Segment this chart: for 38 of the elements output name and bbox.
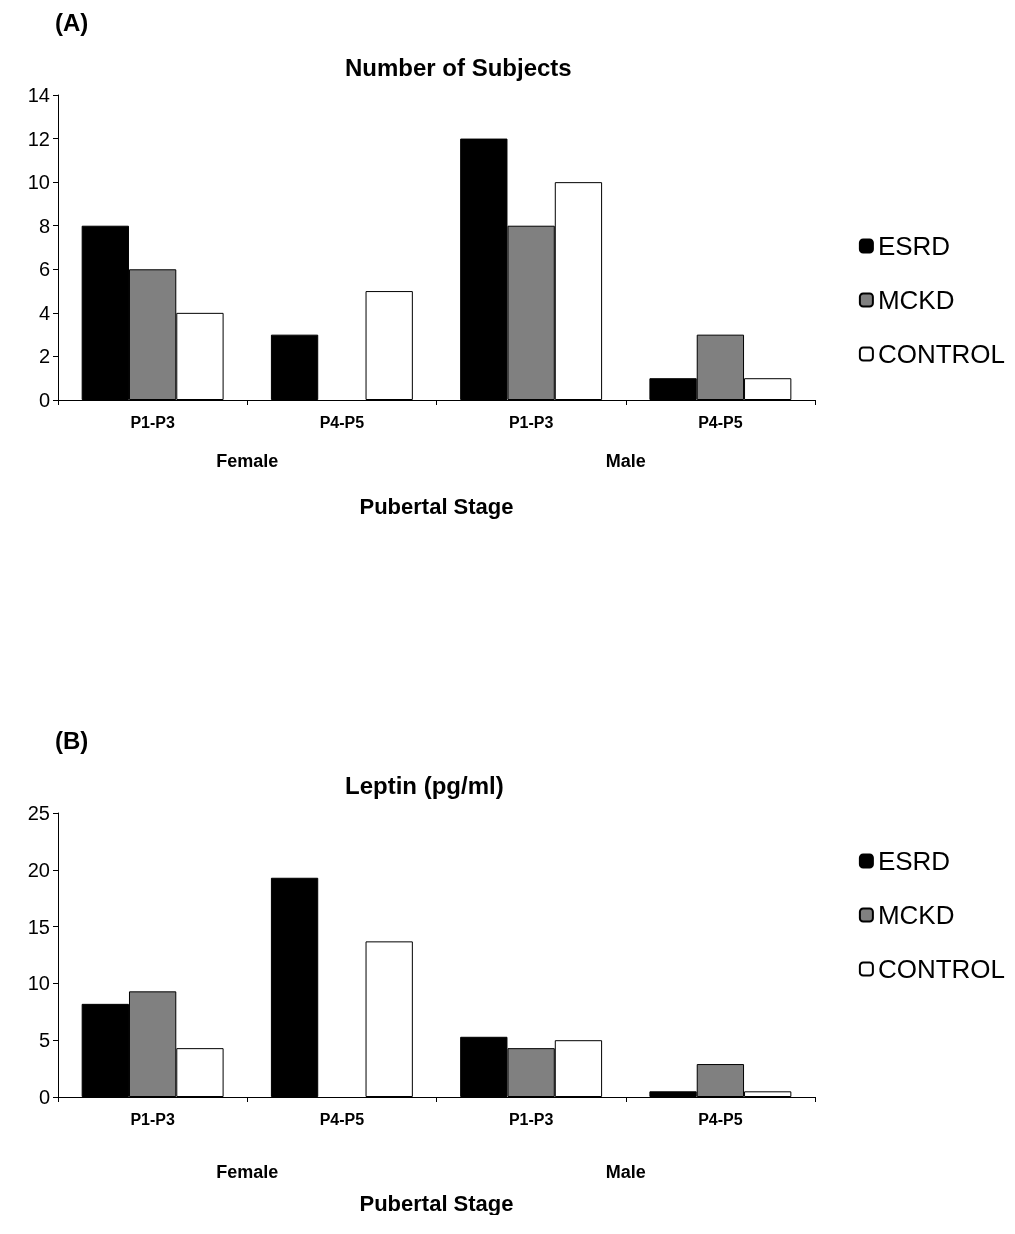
x-tick-label: P1-P3 (130, 1110, 175, 1128)
x-tick-label: P1-P3 (508, 413, 554, 431)
text: Male (605, 1162, 646, 1182)
x-tick-label: P4-P5 (698, 413, 743, 431)
y-tick-label: 2 (38, 345, 50, 368)
legend-label: ESRD (877, 846, 951, 876)
x-tick-label: P1-P3 (130, 413, 175, 431)
x-tick-label: P1-P3 (508, 1110, 554, 1128)
legend-label: ESRD (877, 231, 951, 261)
chart-title: Leptin (pg/ml) (345, 771, 504, 799)
y-tick-label: 25 (27, 802, 50, 824)
y-tick-label: 10 (27, 171, 50, 194)
y-tick-label: 8 (38, 214, 50, 237)
y-tick-label: 12 (27, 127, 50, 150)
legend-label: MCKD (877, 900, 955, 930)
legend-label: CONTROL (877, 954, 1006, 984)
y-tick-label: 4 (38, 301, 50, 324)
text: Female (216, 451, 279, 471)
y-tick-label: 0 (38, 389, 50, 411)
text: Female (216, 1162, 279, 1182)
y-tick-label: 6 (38, 258, 50, 281)
y-tick-label: 10 (27, 972, 50, 995)
x-axis-title: Pubertal Stage (359, 1190, 514, 1216)
x-tick-label: P4-P5 (319, 413, 365, 431)
legend-label: CONTROL (877, 339, 1006, 369)
y-tick-label: 5 (38, 1029, 50, 1052)
legend-label: MCKD (877, 285, 955, 315)
x-axis-title: Pubertal Stage (359, 493, 514, 519)
text: (A) (55, 8, 89, 36)
y-tick-label: 0 (38, 1086, 50, 1108)
y-tick-label: 15 (27, 915, 50, 938)
y-tick-label: 14 (27, 84, 50, 106)
x-tick-label: P4-P5 (698, 1110, 743, 1128)
x-tick-label: P4-P5 (319, 1110, 365, 1128)
chart-title: Number of Subjects (345, 53, 572, 81)
text: (B) (55, 726, 89, 754)
y-tick-label: 20 (27, 858, 50, 881)
text: Male (605, 451, 646, 471)
